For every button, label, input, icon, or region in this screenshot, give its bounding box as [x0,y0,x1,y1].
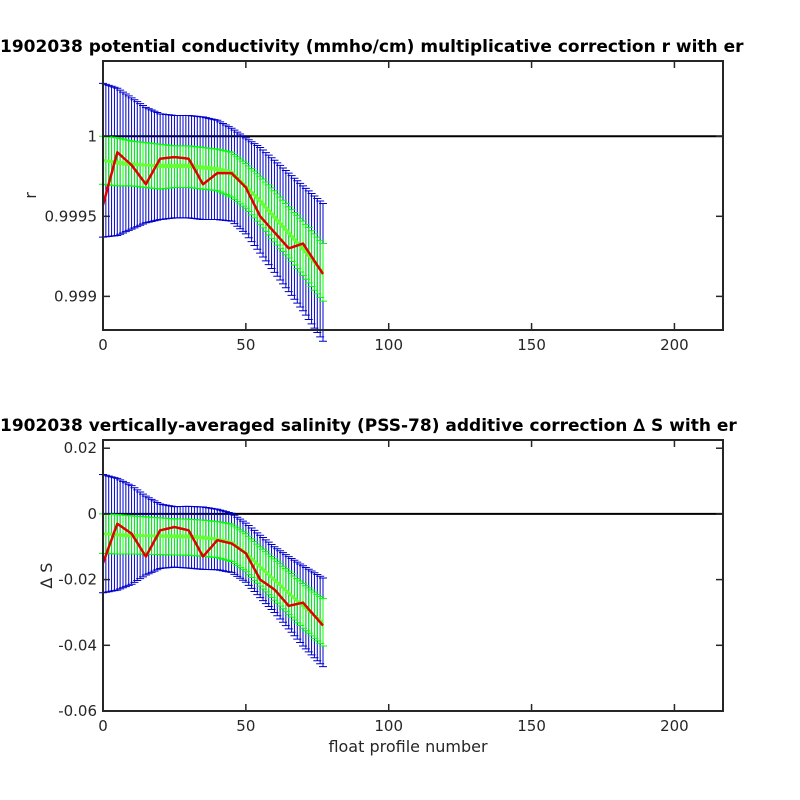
axes-frame [102,439,724,712]
y-tick-label: 1 [87,127,97,145]
series-curve [101,151,325,275]
chart-title: 1902038 potential conductivity (mmho/cm)… [0,37,744,57]
y-axis-label: ∆ S [37,563,56,590]
fit-curve [102,159,324,274]
y-tick-label: 0.999 [54,287,97,305]
inner-error-bar [319,598,327,647]
x-axis-label: float profile number [328,737,488,756]
series-curve [101,522,324,627]
y-axis-label: r [21,192,40,199]
axes-frame [102,60,724,331]
x-tick-label: 100 [374,717,403,735]
x-tick-label: 100 [374,336,403,354]
y-tick-label: 0.9995 [45,207,98,225]
y-tick-label: -0.02 [58,571,97,589]
x-tick-label: 150 [517,717,546,735]
x-tick-label: 0 [98,717,108,735]
y-tick-label: -0.06 [58,702,97,720]
x-tick-label: 50 [236,336,255,354]
x-tick-label: 200 [660,336,689,354]
y-tick-label: 0 [87,505,97,523]
salinity-correction-panel: 0 50 100 150 200 -0.06 -0.04 -0.02 0 0.02 1902038 … [0,416,737,756]
y-tick-label: 0.02 [64,439,97,457]
conductivity-correction-panel: 0 50 100 150 200 0.999 0.9995 1 1902038 potentia… [0,37,744,354]
x-tick-label: 0 [98,336,108,354]
x-tick-label: 50 [236,717,255,735]
fit-curve [102,532,324,624]
y-tick-label: -0.04 [58,636,97,654]
x-tick-label: 150 [517,336,546,354]
x-tick-label: 200 [660,717,689,735]
chart-title: 1902038 vertically-averaged salinity (PS… [0,416,737,436]
